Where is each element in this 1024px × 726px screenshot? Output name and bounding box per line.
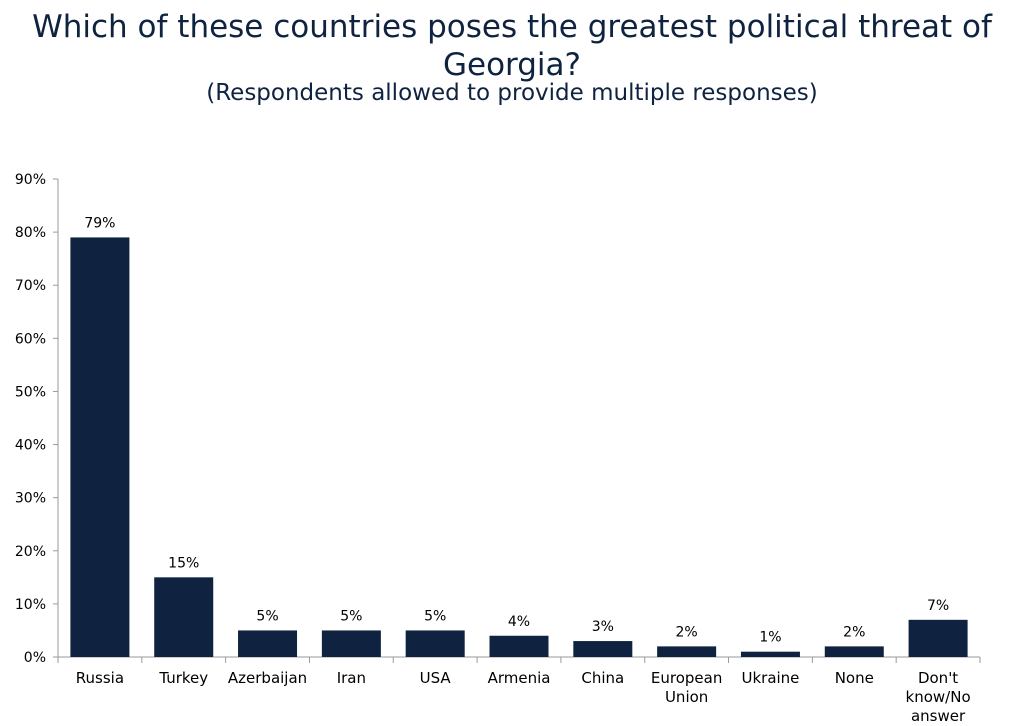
category-label-line: answer: [911, 707, 966, 725]
category-label-line: Russia: [76, 669, 124, 687]
category-label-line: Ukraine: [741, 669, 799, 687]
category-label-line: None: [835, 669, 874, 687]
category-label: Ukraine: [741, 669, 799, 687]
category-label: Azerbaijan: [228, 669, 307, 687]
category-label-line: Iran: [337, 669, 366, 687]
bar: [908, 619, 968, 657]
y-tick-label: 60%: [15, 331, 46, 347]
data-label: 2%: [676, 624, 698, 640]
category-label: Russia: [76, 669, 124, 687]
y-tick-label: 0%: [24, 650, 46, 666]
data-label: 7%: [927, 598, 949, 614]
category-label: Armenia: [488, 669, 551, 687]
y-tick-label: 40%: [15, 438, 46, 454]
y-tick-label: 10%: [15, 597, 46, 613]
bar: [321, 630, 381, 657]
category-label-line: know/No: [906, 688, 971, 706]
category-label: Don't know/No answer: [906, 669, 971, 725]
data-label: 4%: [508, 614, 530, 630]
y-tick-label: 30%: [15, 491, 46, 507]
data-label: 15%: [168, 555, 199, 571]
data-label: 5%: [424, 608, 446, 624]
category-label-line: Turkey: [158, 669, 208, 687]
y-tick-label: 90%: [15, 172, 46, 188]
chart-subtitle: (Respondents allowed to provide multiple…: [206, 80, 818, 106]
y-tick-label: 80%: [15, 225, 46, 241]
bar: [489, 635, 549, 657]
category-label-line: European: [651, 669, 722, 687]
bar: [405, 630, 465, 657]
bar: [573, 641, 633, 657]
bar: [70, 237, 130, 657]
category-label-line: Union: [665, 688, 708, 706]
data-label: 1%: [759, 630, 781, 646]
bar: [824, 646, 884, 657]
bar: [740, 651, 800, 657]
category-label-line: Don't: [918, 669, 958, 687]
chart-title-line-2: Georgia?: [442, 47, 581, 83]
data-label: 5%: [340, 608, 362, 624]
data-label: 2%: [843, 624, 865, 640]
category-label: None: [835, 669, 874, 687]
category-label: Iran: [337, 669, 366, 687]
y-tick-label: 20%: [15, 544, 46, 560]
data-label: 3%: [592, 619, 614, 635]
chart-title: Which of these countries poses the great…: [0, 8, 1024, 84]
data-label: 5%: [256, 608, 278, 624]
chart-title-line-1: Which of these countries poses the great…: [32, 9, 992, 45]
bar: [154, 577, 214, 657]
category-label: Turkey: [158, 669, 208, 687]
y-tick-label: 70%: [15, 278, 46, 294]
category-label: European Union: [651, 669, 722, 706]
category-label-line: Azerbaijan: [228, 669, 307, 687]
bar: [657, 646, 717, 657]
category-label: USA: [420, 669, 452, 687]
bar: [238, 630, 298, 657]
y-tick-label: 50%: [15, 384, 46, 400]
category-label: China: [581, 669, 624, 687]
category-label-line: China: [581, 669, 624, 687]
category-label-line: USA: [420, 669, 452, 687]
data-label: 79%: [84, 215, 115, 231]
category-label-line: Armenia: [488, 669, 551, 687]
